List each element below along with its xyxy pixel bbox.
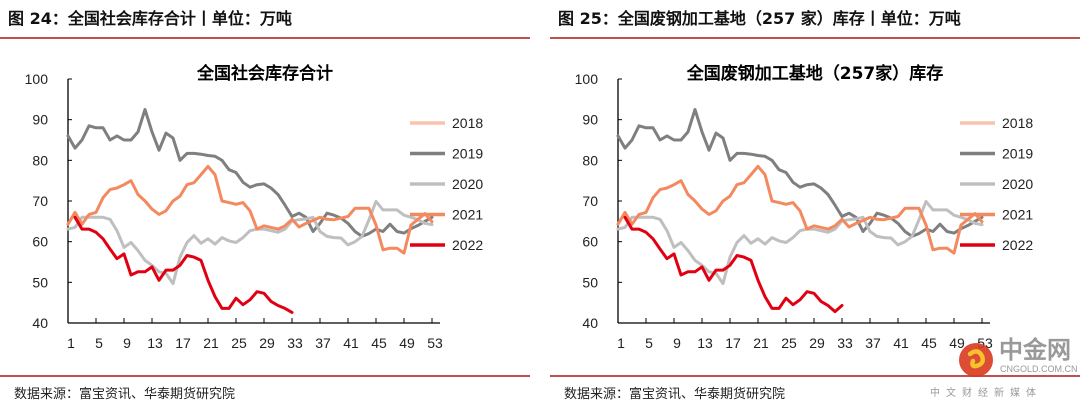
y-tick-label: 80 — [582, 152, 598, 168]
source-note: 数据来源：富宝资讯、华泰期货研究院 — [564, 387, 786, 402]
header-divider — [550, 37, 1080, 39]
legend-label: 2018 — [452, 115, 483, 131]
chart-title: 全国社会库存合计 — [196, 63, 333, 84]
y-tick-label: 70 — [582, 193, 598, 209]
figure-24: 图 24：全国社会库存合计丨单位：万吨 全国社会库存合计 40 50 60 70 80 90… — [0, 0, 530, 402]
x-tick-label: 33 — [287, 335, 303, 351]
figure-header: 图 24：全国社会库存合计丨单位：万吨 — [8, 9, 292, 28]
series-line-2021 — [66, 164, 434, 255]
x-tick-label: 5 — [95, 335, 103, 351]
x-tick-label: 49 — [949, 335, 965, 351]
series-line-2019 — [66, 108, 434, 238]
x-tick-label: 9 — [673, 335, 681, 351]
y-tick-label: 60 — [582, 234, 598, 250]
x-tick-label: 41 — [343, 335, 359, 351]
x-tick-label: 21 — [753, 335, 769, 351]
legend-item-2022: 2022 — [960, 237, 1033, 253]
chart-social-inventory: 全国社会库存合计 40 50 60 70 80 90 100 1 5 9 13 17 21 25 29 33 37… — [25, 63, 484, 351]
y-tick-label: 90 — [582, 112, 598, 128]
legend-label: 2021 — [452, 207, 483, 223]
legend-item-2019: 2019 — [960, 146, 1033, 162]
chart-title: 全国废钢加工基地（257家）库存 — [686, 63, 944, 84]
y-tick-label: 40 — [582, 315, 598, 331]
chart-processing-base-inventory: 全国废钢加工基地（257家）库存 40 50 60 70 80 90 100 1 5 9 13 17 21… — [575, 63, 1034, 351]
y-tick-label: 70 — [32, 193, 48, 209]
legend-label: 2021 — [1002, 207, 1033, 223]
x-tick-label: 29 — [809, 335, 825, 351]
x-tick-label: 45 — [921, 335, 937, 351]
x-tick-label: 5 — [645, 335, 653, 351]
figure-25: 图 25：全国废钢加工基地（257 家）库存丨单位：万吨 全国废钢加工基地（25… — [550, 0, 1080, 402]
y-tick-label: 40 — [32, 315, 48, 331]
legend-item-2022: 2022 — [410, 237, 483, 253]
x-tick-label: 13 — [147, 335, 163, 351]
series-line-2021 — [616, 164, 984, 255]
y-tick-label: 50 — [32, 274, 48, 290]
watermark-tagline: 中文财经新媒体 — [930, 388, 1042, 399]
legend-label: 2022 — [452, 237, 483, 253]
legend-label: 2022 — [1002, 237, 1033, 253]
x-tick-label: 13 — [697, 335, 713, 351]
footer-divider — [0, 375, 530, 377]
legend-item-2018: 2018 — [410, 115, 483, 131]
x-tick-label: 33 — [837, 335, 853, 351]
x-tick-label: 17 — [175, 335, 191, 351]
watermark-url: CNGOLD.COM.CN — [1000, 364, 1078, 374]
y-tick-label: 100 — [575, 71, 599, 87]
legend-item-2019: 2019 — [410, 146, 483, 162]
series-line-2022 — [73, 215, 294, 314]
figure-header: 图 25：全国废钢加工基地（257 家）库存丨单位：万吨 — [558, 9, 961, 28]
legend-item-2021: 2021 — [960, 207, 1033, 223]
legend-label: 2019 — [1002, 146, 1033, 162]
source-note: 数据来源：富宝资讯、华泰期货研究院 — [14, 387, 236, 402]
y-tick-label: 60 — [32, 234, 48, 250]
legend-label: 2019 — [452, 146, 483, 162]
x-tick-label: 17 — [725, 335, 741, 351]
series-line-2019 — [616, 108, 984, 238]
series-line-2022 — [623, 215, 844, 314]
x-tick-label: 49 — [399, 335, 415, 351]
x-tick-label: 1 — [617, 335, 625, 351]
x-tick-label: 53 — [427, 335, 443, 351]
y-tick-label: 80 — [32, 152, 48, 168]
legend-item-2021: 2021 — [410, 207, 483, 223]
x-tick-label: 37 — [315, 335, 331, 351]
y-tick-label: 100 — [25, 71, 49, 87]
header-divider — [0, 37, 530, 39]
legend-label: 2018 — [1002, 115, 1033, 131]
footer-divider — [550, 375, 1080, 377]
legend-item-2020: 2020 — [960, 176, 1033, 192]
x-tick-label: 9 — [123, 335, 131, 351]
x-tick-label: 37 — [865, 335, 881, 351]
legend-label: 2020 — [452, 176, 483, 192]
x-tick-label: 21 — [203, 335, 219, 351]
cngold-logo-icon — [959, 343, 993, 377]
x-tick-label: 25 — [231, 335, 247, 351]
legend-label: 2020 — [1002, 176, 1033, 192]
x-tick-label: 1 — [67, 335, 75, 351]
watermark-brand: 中金网 — [999, 336, 1071, 364]
x-tick-label: 45 — [371, 335, 387, 351]
y-tick-label: 90 — [32, 112, 48, 128]
y-tick-label: 50 — [582, 274, 598, 290]
x-tick-label: 25 — [781, 335, 797, 351]
x-tick-label: 41 — [893, 335, 909, 351]
x-tick-label: 29 — [259, 335, 275, 351]
legend-item-2020: 2020 — [410, 176, 483, 192]
legend-item-2018: 2018 — [960, 115, 1033, 131]
